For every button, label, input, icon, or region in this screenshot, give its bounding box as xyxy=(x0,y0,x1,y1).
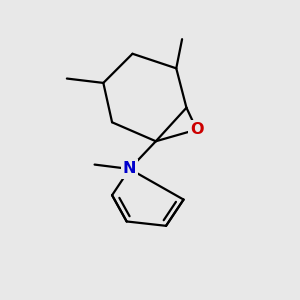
Text: N: N xyxy=(123,161,136,176)
Text: O: O xyxy=(190,122,203,137)
